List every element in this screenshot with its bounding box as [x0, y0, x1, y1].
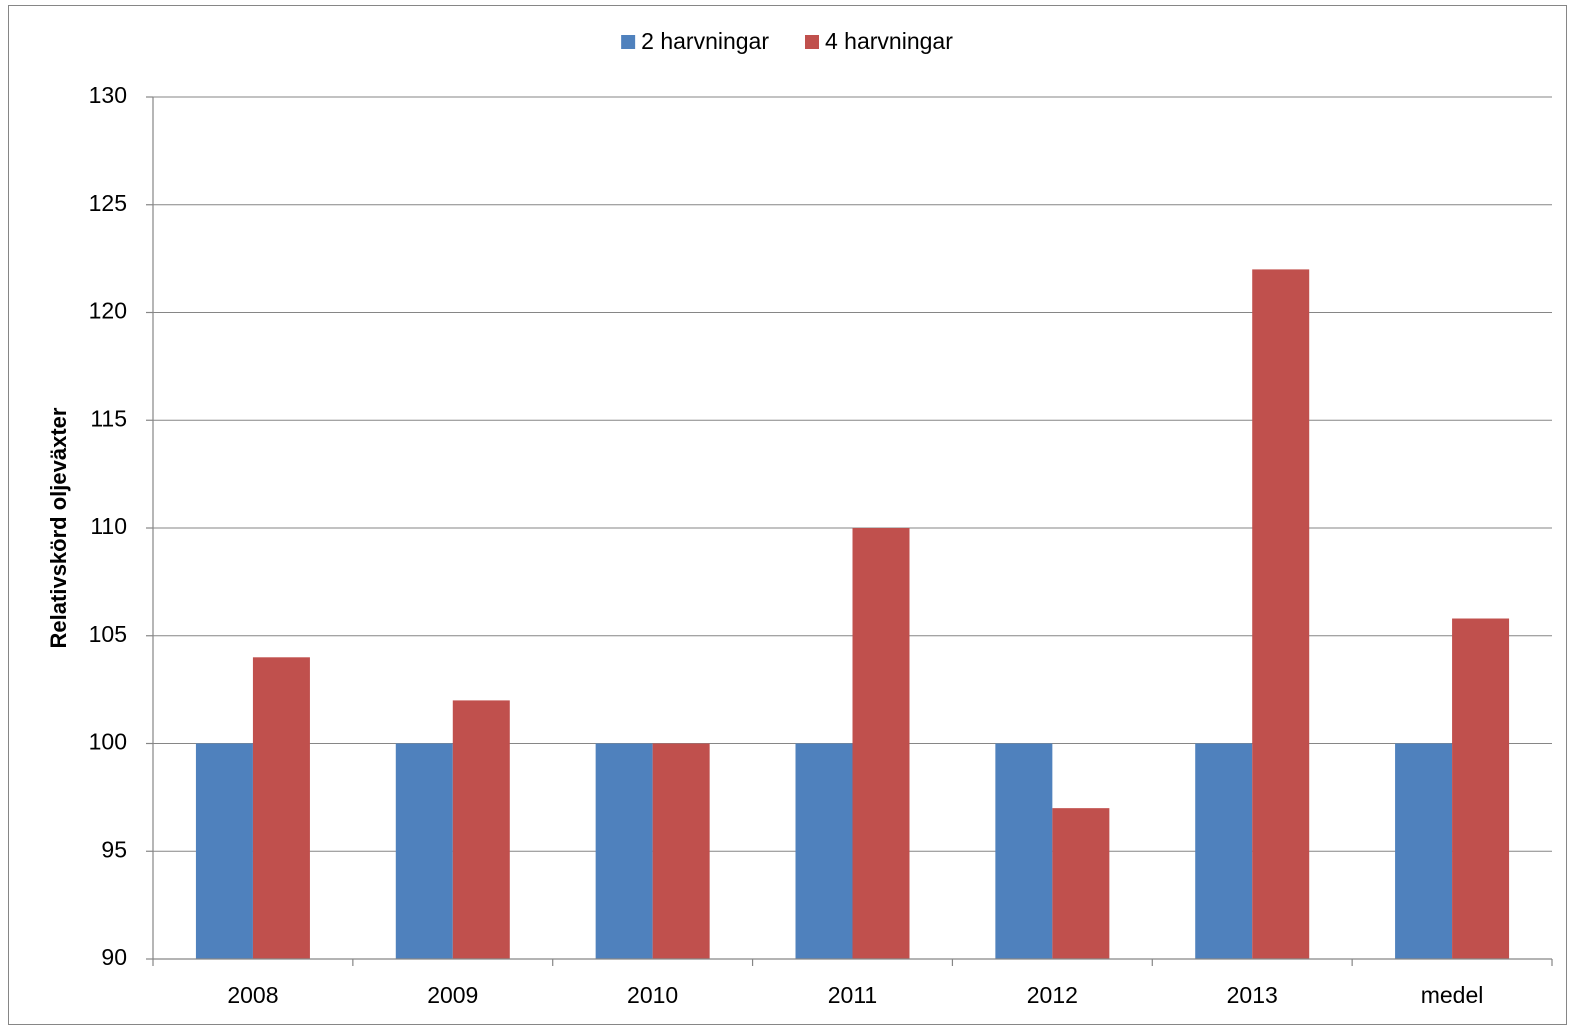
bar [652, 743, 710, 959]
x-tick-label: 2010 [627, 982, 678, 1008]
y-axis-label: Relativskörd oljeväxter [46, 407, 71, 648]
legend-swatch [621, 35, 636, 49]
y-tick-label: 90 [101, 944, 127, 970]
x-tick-label: 2008 [227, 982, 278, 1008]
bar [995, 743, 1053, 959]
legend-item: 4 harvningar [805, 28, 953, 54]
y-tick-label: 115 [90, 405, 127, 431]
x-tick-label: 2012 [1027, 982, 1078, 1008]
y-tick-label: 110 [90, 513, 127, 539]
bar [1195, 743, 1253, 959]
bar [252, 657, 310, 959]
y-tick-label: 125 [89, 190, 127, 216]
y-tick-label: 120 [89, 298, 127, 324]
x-tick-label: 2009 [427, 982, 478, 1008]
x-tick-label: 2011 [828, 982, 877, 1008]
bar [795, 743, 853, 959]
y-tick-label: 95 [101, 836, 127, 862]
y-tick-label: 100 [89, 729, 127, 755]
bar [1052, 808, 1110, 959]
bar [1252, 269, 1310, 959]
bar [452, 700, 510, 959]
x-tick-label: medel [1421, 982, 1484, 1008]
y-tick-label: 105 [89, 621, 127, 647]
bar [1452, 618, 1510, 959]
legend-label: 4 harvningar [825, 28, 953, 54]
bar [195, 743, 253, 959]
bar [1395, 743, 1453, 959]
bar [395, 743, 453, 959]
legend-label: 2 harvningar [641, 28, 769, 54]
bar [852, 528, 910, 959]
x-tick-label: 2013 [1227, 982, 1278, 1008]
legend-swatch [805, 35, 819, 49]
y-tick-label: 130 [89, 82, 127, 108]
bar [595, 743, 653, 959]
legend-item: 2 harvningar [621, 28, 769, 54]
